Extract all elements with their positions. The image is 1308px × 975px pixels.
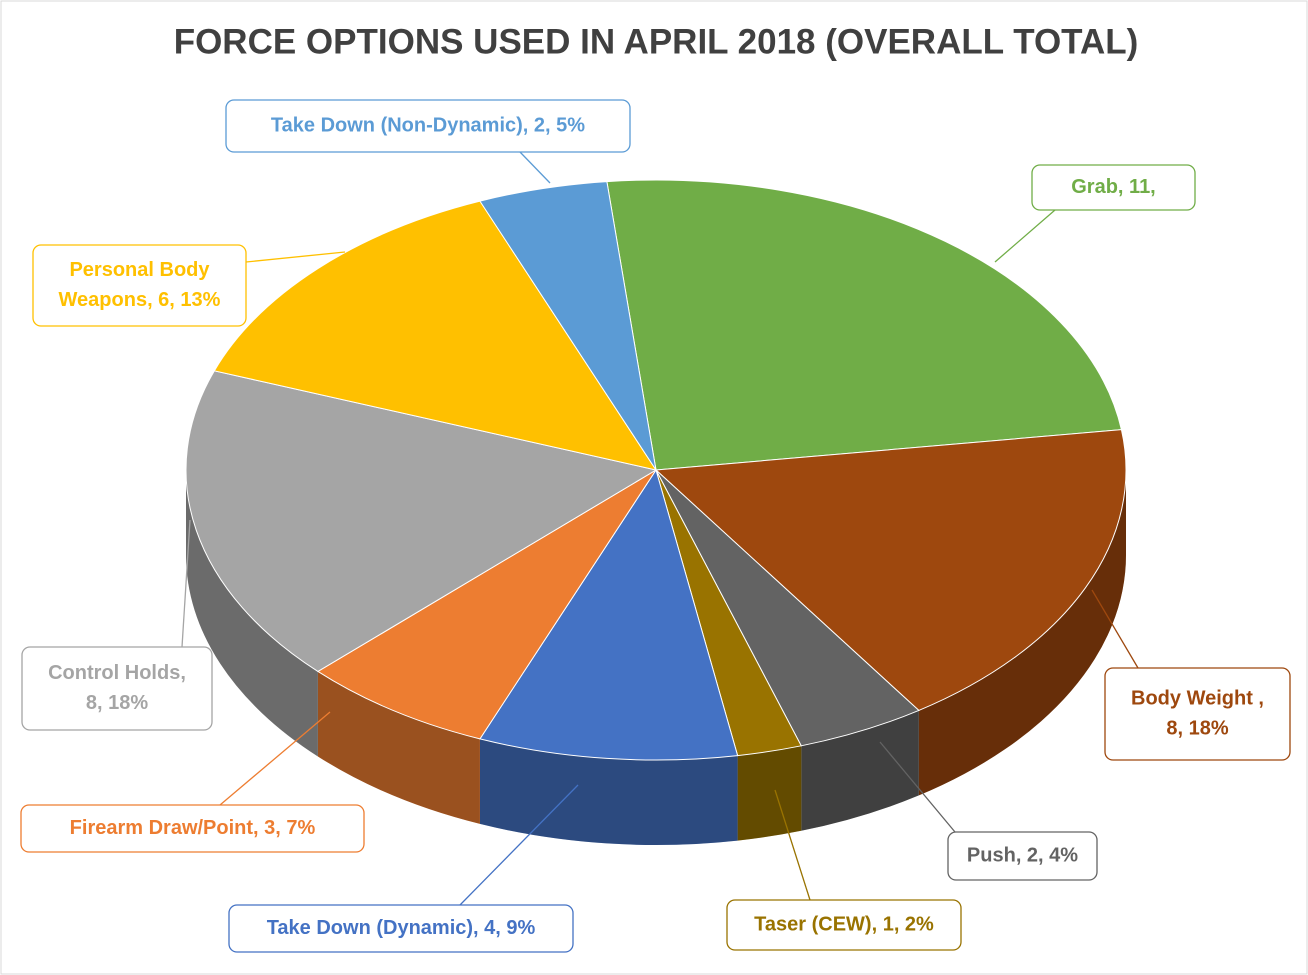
slice: [185, 370, 658, 673]
leader-line: [181, 519, 191, 648]
slice-side-shade: [317, 671, 480, 824]
label-box: [225, 99, 631, 153]
slice-side-shade: [186, 470, 318, 757]
slice-side: [918, 470, 1126, 796]
data-label: Taser (CEW), 1, 2%: [754, 913, 934, 935]
label-box: [20, 804, 365, 853]
slice-side: [737, 745, 802, 841]
leader-line: [245, 251, 346, 263]
data-label: Body Weight ,: [1131, 687, 1264, 709]
data-label: 8, 18%: [1166, 717, 1228, 739]
data-label: Control Holds,: [48, 662, 186, 684]
data-label: Weapons, 6, 13%: [59, 289, 221, 311]
slice-side-shade: [801, 710, 919, 831]
data-label: Take Down (Non-Dynamic), 2, 5%: [271, 114, 585, 136]
data-label: Firearm Draw/Point, 3, 7%: [70, 817, 316, 839]
leader-line: [879, 741, 956, 833]
slice: [316, 469, 657, 740]
slice-side: [801, 710, 919, 831]
slice: [479, 468, 739, 761]
data-label: Personal Body: [69, 259, 210, 281]
leader-line: [994, 209, 1056, 263]
leader-line: [219, 711, 331, 806]
label-box: [947, 831, 1098, 881]
label-box: [1031, 164, 1196, 211]
slice-side-shade: [737, 745, 802, 841]
label-box: [228, 904, 574, 953]
label-box: [21, 646, 213, 731]
slice-side: [317, 671, 480, 824]
slice: [654, 429, 1127, 712]
slice-side: [186, 470, 318, 757]
chart-title: FORCE OPTIONS USED IN APRIL 2018 (OVERAL…: [174, 22, 1139, 61]
slice: [479, 181, 657, 471]
slice-side-shade: [918, 470, 1126, 796]
slice: [213, 200, 658, 471]
leader-line: [459, 784, 579, 906]
data-label: Push, 2, 4%: [967, 844, 1078, 866]
label-box: [1104, 667, 1291, 761]
data-label: 8, 18%: [86, 692, 148, 714]
data-label: Take Down (Dynamic), 4, 9%: [267, 917, 536, 939]
leader-line: [774, 789, 811, 901]
label-box: [32, 244, 247, 327]
leader-line: [519, 151, 551, 184]
label-box: [726, 899, 962, 951]
slice: [606, 179, 1123, 471]
data-label: Grab, 11,: [1071, 176, 1156, 198]
leader-line: [1091, 589, 1139, 669]
